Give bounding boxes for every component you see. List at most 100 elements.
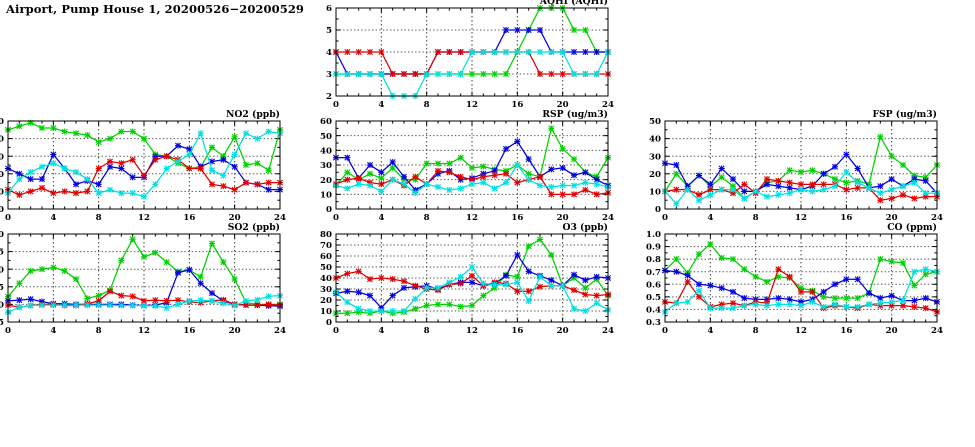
data-point (786, 301, 793, 308)
data-point (367, 49, 373, 55)
data-point (118, 160, 125, 167)
data-point (446, 186, 453, 193)
data-point (152, 302, 159, 309)
data-point (480, 179, 487, 186)
data-point (163, 259, 170, 266)
data-point (231, 133, 238, 140)
data-point (118, 165, 125, 172)
series-line-blue (7, 144, 280, 191)
data-point (684, 272, 691, 279)
data-point (525, 176, 532, 183)
data-point (389, 71, 396, 77)
data-point (412, 305, 419, 312)
y-tick-label: 6 (326, 4, 332, 14)
data-point (696, 191, 702, 198)
data-point (367, 308, 373, 314)
data-point (378, 181, 385, 188)
data-point (457, 173, 464, 180)
data-point (95, 165, 102, 172)
chart-title-aqhi: AQHI (AQHI) (539, 0, 608, 7)
data-point (537, 173, 543, 180)
data-point (537, 273, 543, 280)
data-point (378, 308, 385, 314)
data-point (107, 186, 113, 193)
data-point (786, 190, 793, 197)
data-point (593, 300, 600, 307)
data-point (457, 154, 464, 161)
data-point (16, 280, 23, 287)
data-point (480, 292, 487, 299)
data-point (16, 304, 23, 311)
data-point (911, 195, 918, 202)
data-point (423, 181, 430, 188)
data-point (537, 182, 543, 189)
y-tick-label: 10 (320, 307, 332, 317)
data-point (401, 308, 407, 314)
x-tick-label: 12 (795, 213, 807, 223)
data-point (209, 297, 215, 304)
plot-frame (7, 120, 281, 210)
data-point (900, 297, 906, 304)
data-point (469, 279, 475, 286)
y-tick-label: 0.8 (646, 255, 661, 265)
y-tick-label: 50 (0, 117, 4, 127)
data-point (50, 264, 57, 271)
data-point (61, 165, 68, 172)
data-point (673, 170, 680, 177)
data-point (832, 295, 838, 302)
data-point (843, 276, 850, 283)
data-point (265, 179, 272, 186)
data-point (209, 144, 215, 151)
data-point (718, 174, 725, 181)
data-point (197, 165, 204, 172)
data-point (141, 172, 147, 179)
data-point (118, 302, 125, 309)
data-point (900, 162, 906, 168)
data-point (446, 160, 453, 167)
data-point (741, 188, 748, 195)
data-point (209, 167, 215, 174)
data-point (866, 301, 872, 308)
data-point (355, 268, 362, 275)
data-point (480, 71, 487, 77)
x-tick-label: 4 (378, 326, 384, 336)
data-point (888, 298, 895, 305)
data-point (582, 308, 589, 314)
data-point (344, 169, 351, 176)
data-point (265, 293, 272, 300)
chart-panel-o3: 0 10 20 30 40 50 60 70 80 0 4 8 12 16 20 24 O3 (ppb) (306, 220, 614, 338)
data-point (775, 301, 782, 308)
data-point (559, 191, 566, 198)
data-point (186, 266, 193, 273)
data-point (95, 139, 102, 146)
data-point (525, 268, 532, 275)
data-point (129, 156, 136, 163)
data-point (514, 27, 521, 33)
data-point (389, 159, 396, 166)
data-point (39, 184, 45, 191)
x-tick-label: 20 (557, 100, 569, 110)
y-tick-label: 40 (320, 274, 332, 284)
data-point (344, 310, 351, 317)
data-point (480, 49, 487, 55)
data-point (197, 130, 204, 137)
data-point (355, 289, 362, 296)
x-axis-labels: 0 4 8 12 16 20 24 (662, 213, 943, 223)
data-point (832, 301, 838, 308)
data-point (16, 297, 23, 304)
data-point (163, 304, 170, 311)
data-point (922, 177, 929, 184)
data-point (911, 303, 918, 310)
data-point (480, 280, 487, 287)
data-point (718, 305, 725, 312)
series-cyan (5, 292, 283, 316)
y-tick-label: 30 (320, 161, 332, 171)
data-point (389, 292, 396, 299)
data-point (786, 273, 793, 280)
x-tick-label: 16 (511, 100, 523, 110)
data-point (571, 71, 577, 77)
data-point (16, 191, 23, 198)
data-point (707, 186, 714, 193)
x-tick-label: 16 (511, 213, 523, 223)
data-point (673, 256, 680, 263)
